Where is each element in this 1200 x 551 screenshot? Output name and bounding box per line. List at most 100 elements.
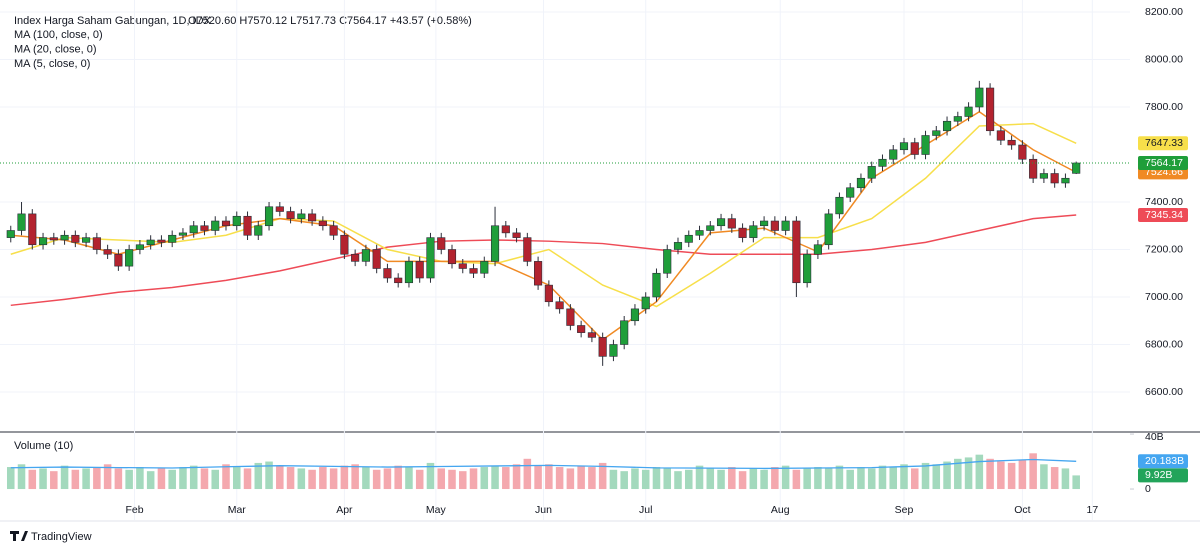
ma-line	[10, 122, 1077, 308]
candle-body	[297, 213, 306, 219]
candle-body	[340, 234, 349, 255]
candle-body	[921, 135, 930, 155]
volume-tick-label: 40B	[1145, 431, 1164, 443]
candle-body	[361, 249, 370, 262]
candle-body	[770, 220, 779, 231]
chart-title: Index Harga Saham Gabungan, 1D, IDX	[14, 15, 212, 27]
candle-body	[544, 284, 553, 303]
volume-bar	[340, 465, 349, 490]
candle-body	[351, 253, 360, 262]
y-tick-label: 7000.00	[1145, 291, 1183, 303]
volume-bar	[545, 464, 553, 490]
volume-bar	[814, 467, 822, 490]
candle-body	[146, 239, 155, 246]
candle-body	[211, 220, 220, 231]
volume-bar	[437, 468, 446, 490]
candle-body	[673, 242, 683, 250]
volume-bar	[577, 465, 585, 490]
volume-bar	[189, 465, 198, 490]
volume-bar	[781, 465, 790, 490]
candle-body	[135, 244, 144, 250]
volume-bar	[512, 464, 521, 490]
y-tick-label: 7200.00	[1145, 243, 1183, 255]
candle-body	[318, 220, 327, 227]
volume-title: Volume (10)	[14, 440, 73, 452]
candle-body	[372, 249, 381, 269]
price-tag-label: 9.92B	[1145, 469, 1172, 481]
y-tick-label: 6600.00	[1145, 386, 1183, 398]
volume-bar	[28, 469, 37, 490]
x-tick-label: Mar	[228, 504, 247, 516]
volume-bar	[717, 469, 725, 490]
candle-body	[1007, 139, 1016, 146]
price-tag-label: 7564.17	[1145, 157, 1183, 169]
volume-bar	[146, 471, 155, 490]
volume-bar	[286, 467, 295, 490]
volume-bar	[943, 461, 951, 490]
volume-bar	[846, 469, 854, 490]
candle-body	[394, 277, 403, 284]
price-tag	[1138, 454, 1188, 469]
candle-body	[706, 225, 715, 231]
volume-bar	[609, 469, 618, 490]
candle-body	[221, 220, 231, 227]
candle-body	[329, 225, 338, 236]
candle-body	[38, 237, 48, 246]
volume-bar	[491, 465, 499, 490]
volume-tick-label: 0	[1145, 483, 1151, 495]
candle-body	[254, 225, 263, 236]
volume-bar	[867, 468, 876, 490]
volume-bar	[910, 468, 919, 490]
candle-body	[598, 337, 607, 357]
volume-bar	[232, 467, 241, 490]
candle-body	[749, 225, 758, 238]
candle-body	[792, 220, 801, 284]
volume-bar	[254, 462, 263, 490]
candle-body	[813, 244, 822, 255]
candle-body	[404, 261, 414, 284]
volume-bar	[986, 458, 994, 490]
candle-body	[415, 261, 424, 279]
candle-body	[286, 211, 295, 219]
ma-line	[10, 214, 1077, 307]
candle-body	[447, 249, 457, 265]
candle-body	[125, 249, 134, 267]
candle-body	[620, 320, 629, 345]
volume-bar	[534, 465, 542, 490]
volume-bar	[136, 467, 144, 490]
candle-body	[232, 215, 241, 227]
volume-bar	[351, 464, 359, 490]
legend-entry: MA (100, close, 0)	[14, 29, 103, 41]
candle-body	[555, 301, 564, 310]
x-tick-label: Apr	[336, 504, 353, 516]
volume-ma-line	[10, 458, 1077, 470]
volume-bar	[168, 469, 176, 490]
price-tag-label: 20.183B	[1145, 455, 1184, 467]
candle-body	[1072, 162, 1081, 174]
x-tick-label: Jul	[639, 504, 652, 516]
candle-body	[6, 230, 15, 238]
volume-bar	[17, 464, 26, 490]
candle-body	[942, 120, 952, 132]
volume-bar	[1029, 453, 1037, 490]
candle-body	[308, 213, 317, 222]
volume-bar	[329, 468, 338, 490]
volume-bar	[211, 469, 220, 490]
volume-bar	[157, 468, 166, 490]
candle-body	[437, 237, 446, 250]
candle-body	[480, 261, 489, 274]
candle-body	[114, 253, 123, 267]
volume-bar	[964, 457, 973, 490]
volume-bar	[857, 467, 865, 490]
candle-body	[986, 87, 995, 132]
volume-bar	[426, 462, 435, 490]
brand: TradingView	[31, 531, 92, 543]
candle-body	[910, 142, 919, 155]
candle-body	[781, 220, 790, 231]
volume-bar	[620, 471, 628, 490]
volume-bar	[383, 468, 392, 490]
candle-body	[889, 149, 898, 160]
volume-bar	[954, 458, 962, 490]
brand-logo	[10, 531, 28, 541]
candle-body	[695, 230, 704, 236]
